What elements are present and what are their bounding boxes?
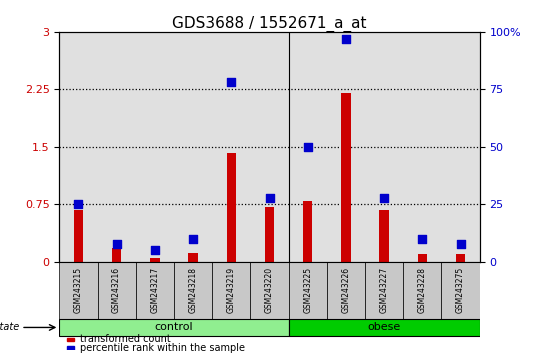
Bar [288,32,327,262]
Bar [136,32,174,262]
Bar [150,258,160,262]
Bar [226,153,236,262]
Text: GSM243227: GSM243227 [379,267,389,313]
Point [457,241,465,246]
Bar [74,210,83,262]
Text: GSM243220: GSM243220 [265,267,274,313]
Point [227,80,236,85]
Bar [67,346,74,350]
Text: transformed count: transformed count [80,334,170,344]
Bar [403,262,441,319]
Point [265,195,274,200]
Bar [174,32,212,262]
Text: GSM243215: GSM243215 [74,267,83,313]
Bar [212,32,251,262]
Point [189,236,197,242]
Bar [212,262,251,319]
Text: GSM243228: GSM243228 [418,267,427,313]
Text: percentile rank within the sample: percentile rank within the sample [80,343,245,353]
Text: GSM243219: GSM243219 [227,267,236,313]
Text: GSM243225: GSM243225 [303,267,312,313]
Text: control: control [155,322,194,332]
Point [418,236,427,242]
Bar [59,32,98,262]
Bar [265,207,274,262]
Title: GDS3688 / 1552671_a_at: GDS3688 / 1552671_a_at [172,16,367,32]
Text: disease state: disease state [0,322,19,332]
Text: obese: obese [368,322,401,332]
Point [380,195,389,200]
Bar [59,262,98,319]
Bar [188,253,198,262]
Bar [303,201,313,262]
Bar [136,262,174,319]
Point [303,144,312,150]
Bar [59,319,288,336]
Bar [456,254,465,262]
Text: GSM243218: GSM243218 [189,267,198,313]
Bar [418,254,427,262]
Bar [98,32,136,262]
Bar [403,32,441,262]
Bar [98,262,136,319]
Bar [251,32,288,262]
Bar [288,319,480,336]
Point [112,241,121,246]
Bar [441,262,480,319]
Text: GSM243216: GSM243216 [112,267,121,313]
Point [150,248,159,253]
Text: GSM243226: GSM243226 [341,267,350,313]
Point [342,36,350,42]
Bar [288,262,327,319]
Bar [67,338,74,341]
Bar [251,262,288,319]
Bar [365,32,403,262]
Bar [365,262,403,319]
Point [74,202,82,207]
Bar [327,32,365,262]
Bar [341,93,351,262]
Bar [174,262,212,319]
Text: GSM243217: GSM243217 [150,267,160,313]
Bar [441,32,480,262]
Bar [112,248,121,262]
Bar [379,210,389,262]
Bar [327,262,365,319]
Text: GSM243275: GSM243275 [456,267,465,313]
